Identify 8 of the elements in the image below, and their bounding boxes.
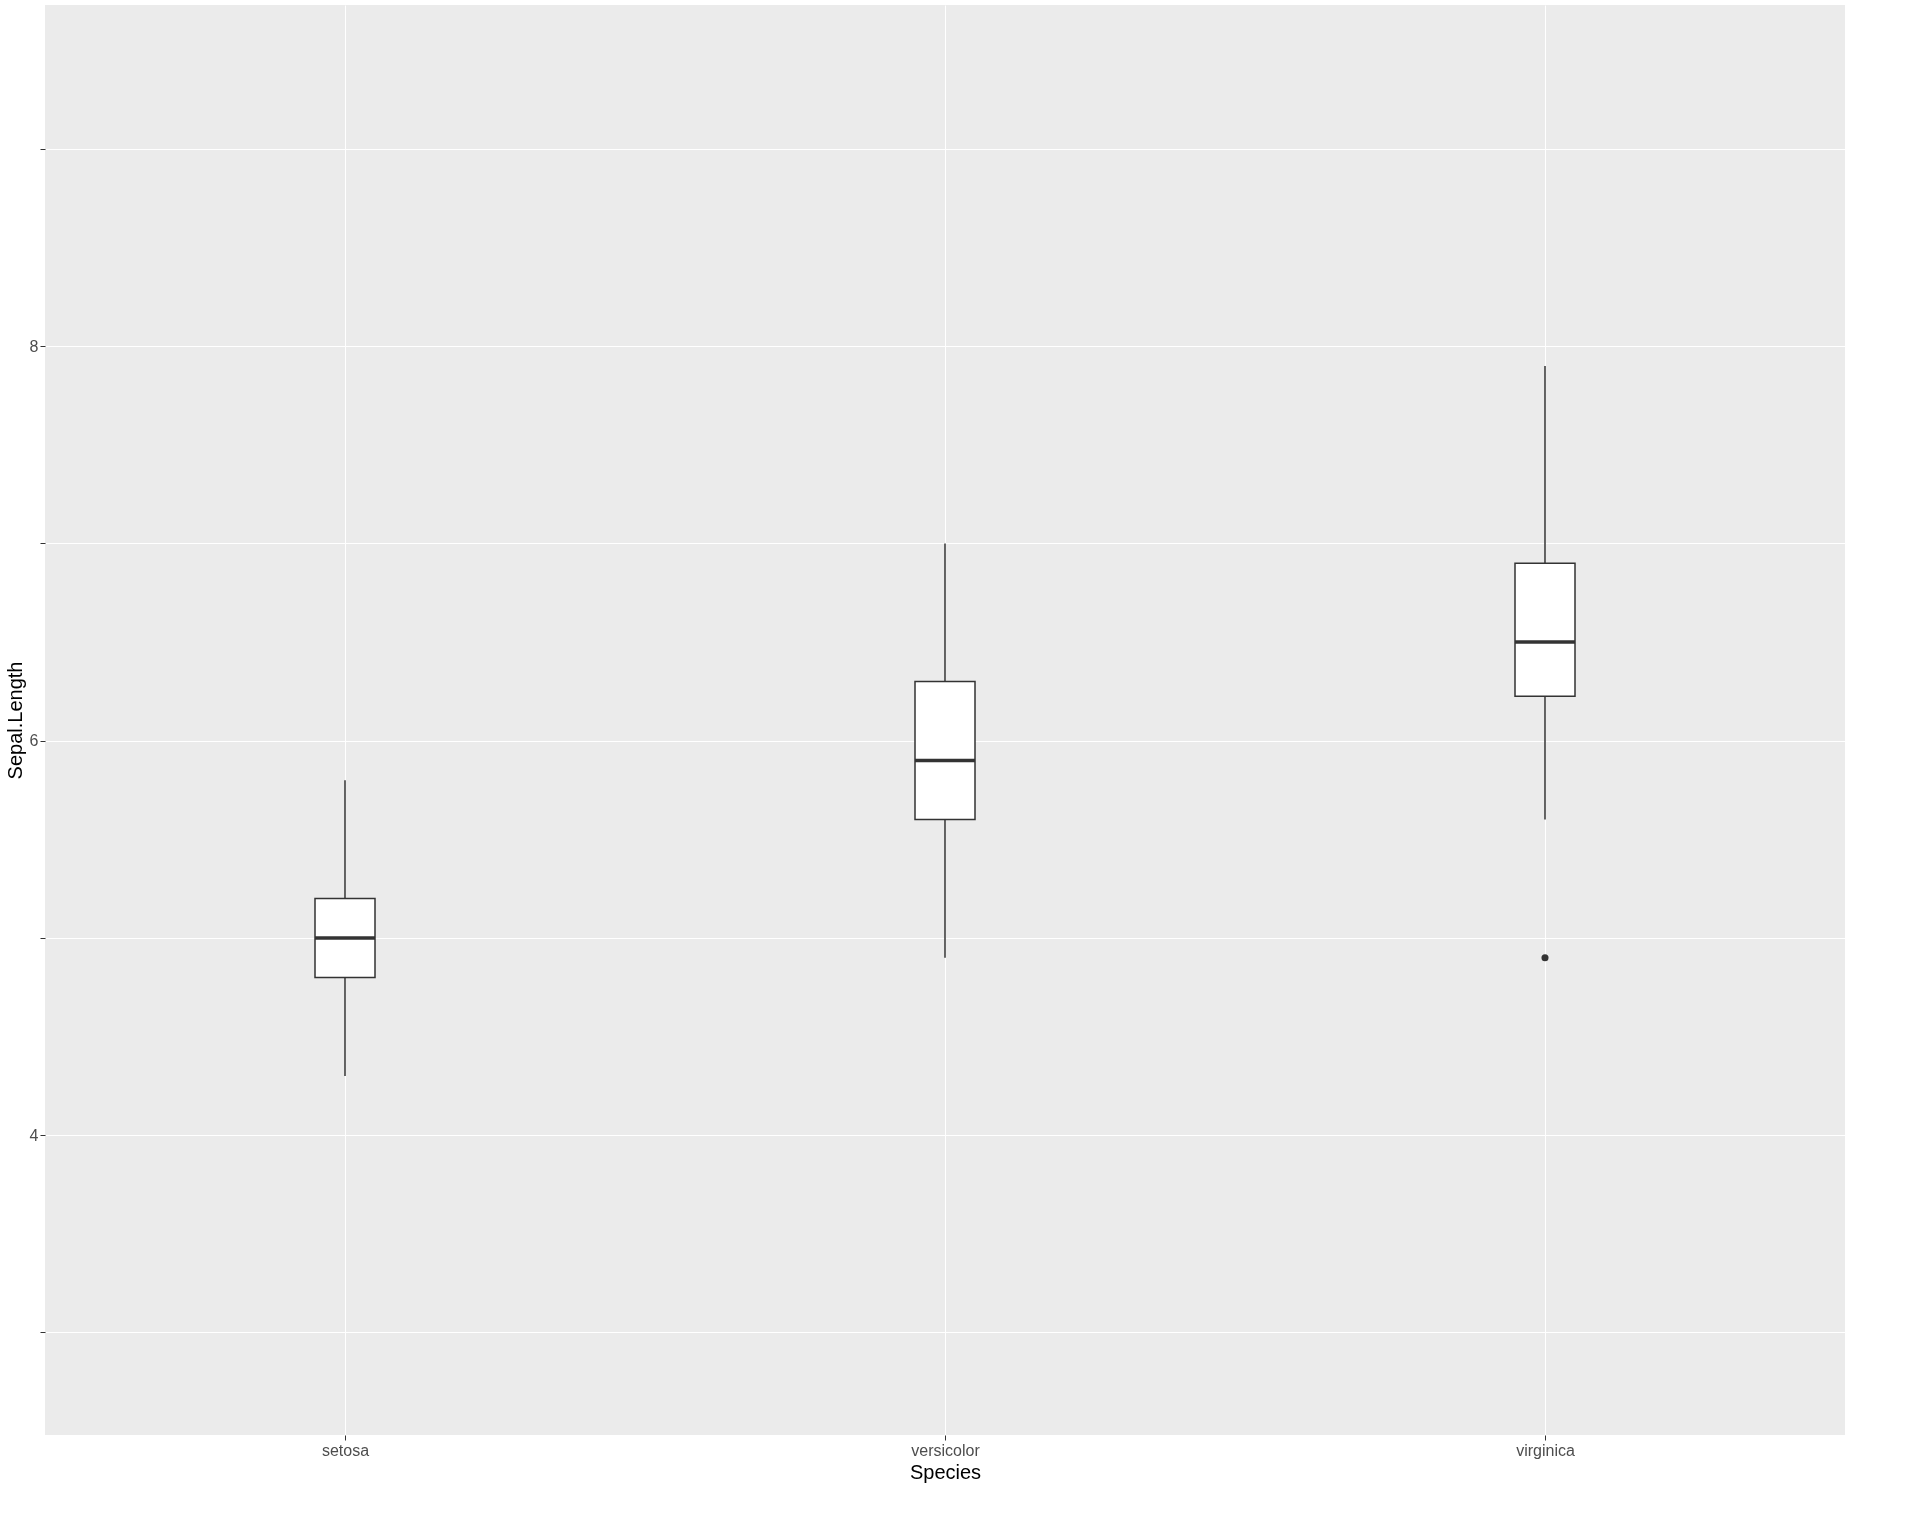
x-tick-label: virginica [1516,1441,1575,1459]
x-axis-title: Species [909,1460,982,1483]
x-tick-label: versicolor [911,1441,981,1459]
x-tick-label: setosa [321,1441,370,1459]
y-axis-title: Sepal.Length [3,661,26,780]
y-tick-label: 4 [29,1126,39,1144]
y-tick-label: 6 [29,732,39,750]
y-tick-label: 8 [29,337,39,355]
